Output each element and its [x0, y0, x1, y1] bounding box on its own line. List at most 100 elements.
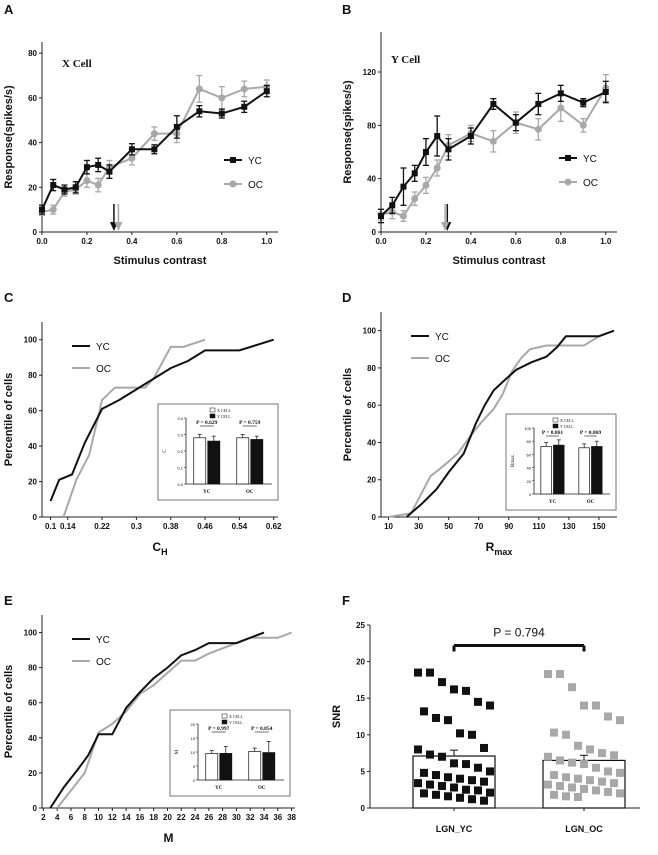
inset-legend-swatch	[221, 719, 228, 725]
inset-y-tick-label: 60	[527, 452, 532, 457]
panel-letter: D	[342, 290, 351, 305]
panel-letter: B	[342, 2, 351, 17]
panel-D: 0 20 40 60 80 100 10 30 50 70 90 110 130 150 Percentil…	[342, 312, 617, 557]
x-axis-label-main: R	[486, 540, 495, 554]
chart-title: Y Cell	[391, 54, 420, 66]
data-point	[241, 103, 248, 110]
x-axis-label: Stimulus contrast	[453, 255, 546, 267]
x-tick-label: 28	[218, 813, 227, 822]
x-tick-label: 18	[149, 813, 158, 822]
inset-y-label: Rmax	[511, 455, 516, 467]
x-tick-label: 10	[94, 813, 103, 822]
y-tick-label: 60	[28, 407, 37, 416]
data-point	[411, 195, 419, 203]
data-point	[49, 206, 57, 214]
data-point	[456, 729, 464, 738]
inset-group-label: YC	[215, 786, 223, 791]
inset-y-tick-label: 80	[527, 439, 532, 444]
y-tick-label: 0	[33, 228, 38, 237]
inset-y-tick-label: 0.4	[177, 416, 183, 421]
x-tick-label: 150	[592, 522, 606, 531]
data-point	[426, 780, 434, 789]
x-tick-label: 0.2	[81, 237, 93, 246]
data-point	[456, 793, 464, 802]
x-tick-label: 0.62	[266, 522, 282, 531]
inset-bar	[236, 437, 250, 485]
y-tick-label: 80	[28, 49, 37, 58]
data-point	[598, 777, 606, 786]
inset-group-label: OC	[246, 490, 254, 495]
data-point	[218, 94, 226, 102]
data-point	[586, 776, 594, 785]
y-tick-label: 20	[356, 658, 365, 667]
data-point	[468, 795, 476, 804]
y-tick-label: 40	[367, 175, 376, 184]
legend-label: YC	[248, 156, 262, 167]
x-axis-label: CH	[152, 540, 167, 557]
data-point	[399, 212, 407, 220]
y-tick-label: 0	[361, 804, 366, 813]
x-tick-label: 70	[474, 522, 483, 531]
data-point	[586, 745, 594, 754]
series-line-OC	[62, 338, 206, 518]
legend-label: YC	[583, 154, 597, 165]
x-axis-label-sub: max	[494, 547, 512, 557]
y-tick-label: 0	[372, 228, 377, 237]
y-axis-label: SNR	[331, 705, 343, 728]
x-tick-label: 1.0	[600, 237, 612, 246]
inset-y-tick-label: 0	[529, 492, 532, 497]
data-point	[151, 146, 158, 153]
legend-label: YC	[96, 342, 110, 353]
data-point	[562, 773, 570, 782]
data-point	[550, 771, 558, 780]
x-tick-label: 0.8	[555, 237, 567, 246]
data-point	[486, 701, 494, 710]
data-point	[434, 133, 441, 139]
data-point	[433, 164, 441, 172]
data-point	[568, 758, 576, 767]
y-tick-label: 100	[24, 336, 38, 345]
data-point	[474, 786, 482, 795]
panel-letter: C	[4, 290, 14, 305]
data-point	[95, 161, 102, 168]
x-tick-label: 0.54	[232, 522, 248, 531]
data-point	[568, 783, 576, 792]
series-line-OC	[388, 335, 600, 518]
data-point	[480, 743, 488, 752]
data-point	[568, 683, 576, 692]
inset-legend-label: X CELL	[560, 418, 574, 423]
data-point	[604, 712, 612, 721]
y-tick-label: 80	[28, 371, 37, 380]
inset-y-tick-label: 0.3	[177, 433, 183, 438]
data-point	[579, 121, 587, 129]
data-point	[562, 792, 570, 801]
data-point	[462, 686, 470, 695]
legend-label: OC	[435, 354, 450, 365]
x-tick-label: 0.14	[60, 522, 76, 531]
data-point	[414, 668, 422, 677]
panel-B: 0 40 80 120 0.0 0.2 0.4 0.6 0.8 1.0 Response(spike…	[342, 32, 617, 267]
inset-y-tick-label: 0	[193, 778, 196, 783]
inset-bar	[205, 753, 219, 781]
data-point	[128, 146, 135, 153]
x-tick-label: 30	[232, 813, 241, 822]
series-line-YC	[405, 329, 615, 518]
inset-p-value: P = 0.861	[542, 430, 564, 436]
legend-label: OC	[96, 364, 111, 375]
y-tick-label: 120	[363, 68, 377, 77]
data-point	[72, 184, 79, 191]
x-tick-label: 0.2	[420, 237, 432, 246]
data-point	[574, 741, 582, 750]
y-axis-label: Percentile of cells	[3, 373, 15, 467]
inset-y-tick-label: 15	[191, 736, 196, 741]
inset-legend-swatch	[221, 713, 228, 719]
data-point	[489, 137, 497, 145]
x-tick-label: 50	[444, 522, 453, 531]
inset-legend-swatch	[209, 413, 216, 419]
legend-label: OC	[96, 657, 111, 668]
data-point	[438, 752, 446, 761]
y-tick-label: 5	[361, 767, 366, 776]
data-point	[438, 678, 446, 687]
